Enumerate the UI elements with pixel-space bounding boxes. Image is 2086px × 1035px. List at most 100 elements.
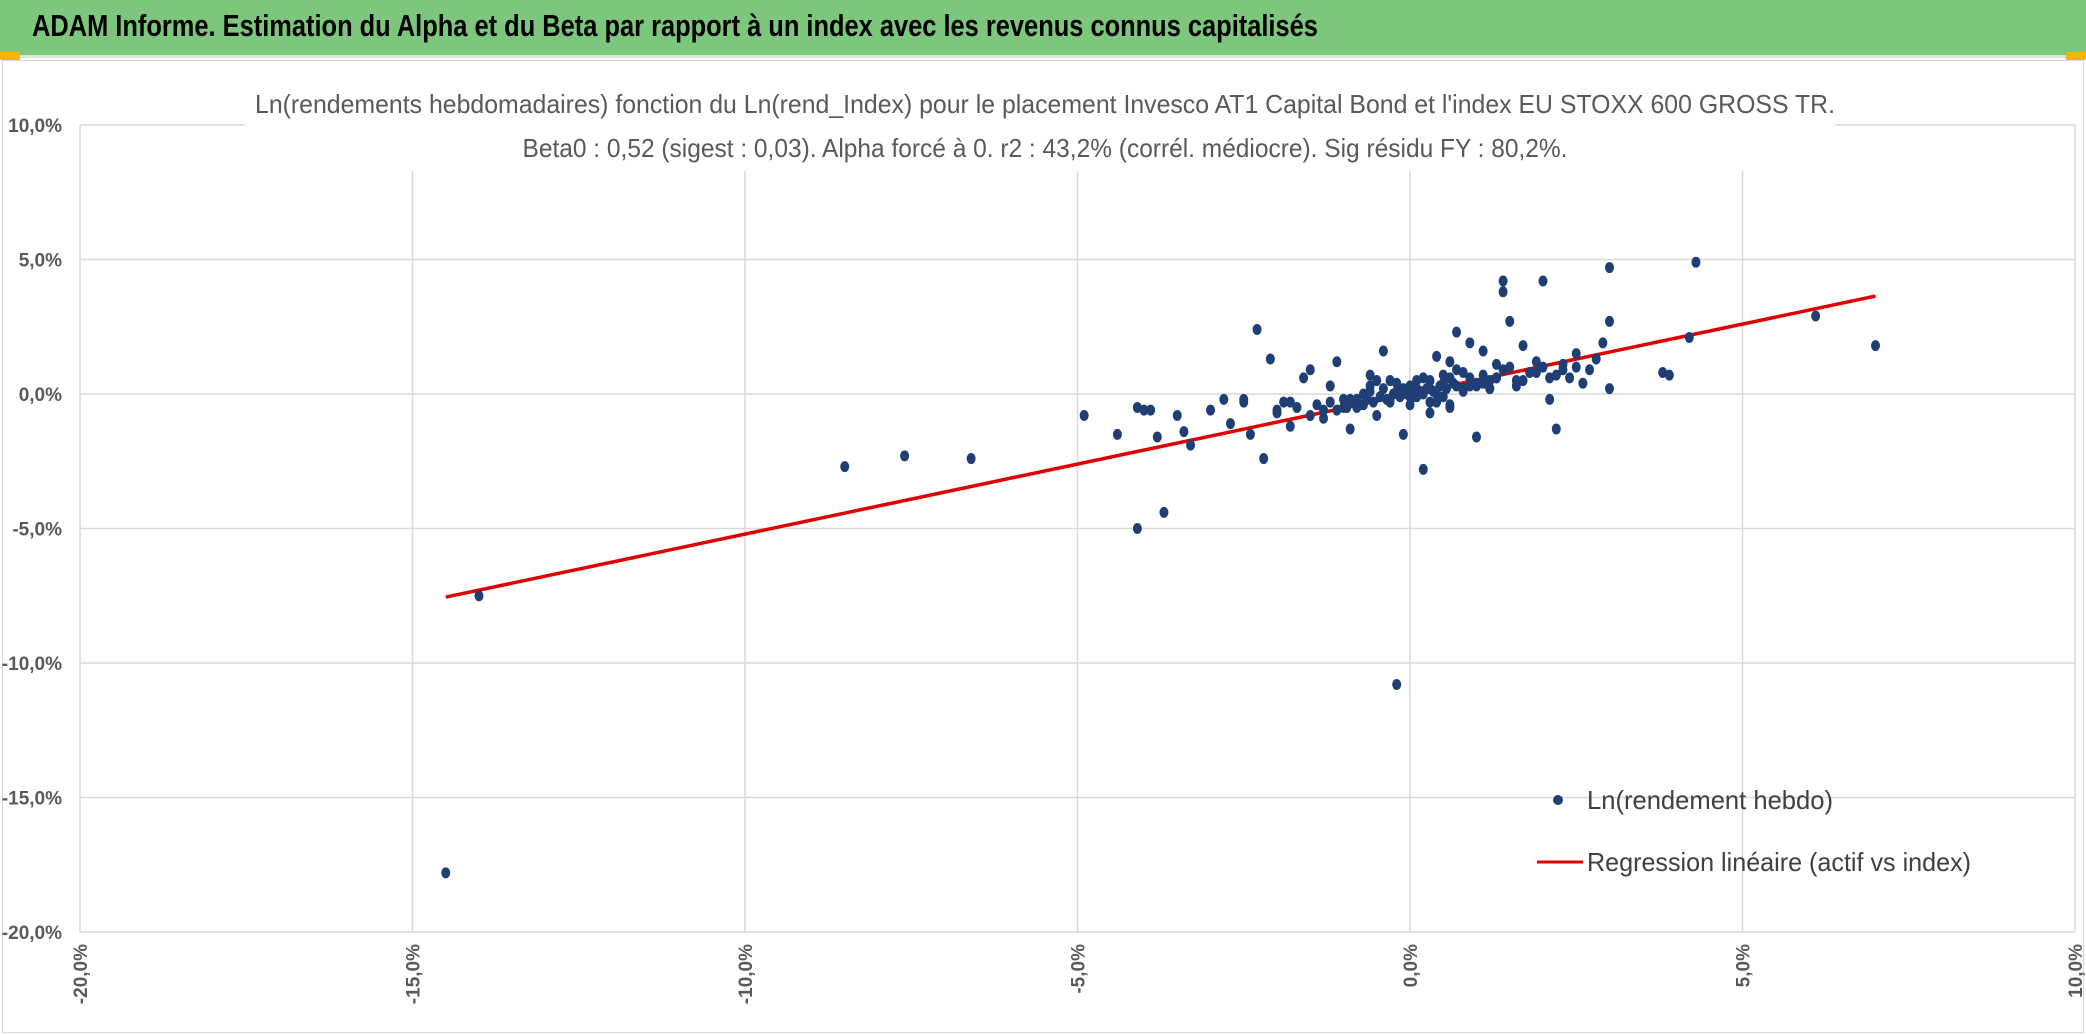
data-point <box>1691 256 1701 268</box>
data-point <box>1285 420 1295 432</box>
data-point <box>1545 393 1555 405</box>
data-point <box>1498 275 1508 287</box>
data-point <box>1392 679 1402 691</box>
data-point <box>1538 361 1548 373</box>
data-point <box>1485 383 1495 395</box>
x-tick-label: -5,0% <box>1069 944 1090 994</box>
data-point <box>1518 375 1528 387</box>
data-point <box>1186 439 1196 451</box>
data-point <box>1452 326 1462 338</box>
data-point <box>1265 353 1275 365</box>
data-point <box>1206 404 1215 416</box>
data-point <box>1445 372 1455 384</box>
data-point <box>1372 375 1382 387</box>
data-point <box>1375 391 1385 403</box>
data-point <box>1438 377 1448 389</box>
data-point <box>1112 428 1122 440</box>
data-point <box>1511 380 1521 392</box>
data-point <box>1565 372 1575 384</box>
data-point <box>1358 399 1368 411</box>
data-point <box>1305 364 1315 376</box>
data-point <box>1279 396 1289 408</box>
data-point <box>1365 369 1375 381</box>
data-point <box>1452 364 1462 376</box>
data-point <box>1558 364 1568 376</box>
data-point <box>1571 348 1581 360</box>
data-point <box>1472 431 1481 443</box>
data-point <box>1478 369 1488 381</box>
data-point <box>1664 369 1674 381</box>
data-point <box>1079 410 1089 422</box>
data-point <box>1505 315 1515 327</box>
data-point <box>1372 410 1382 422</box>
data-point <box>1305 410 1315 422</box>
data-point <box>1432 396 1442 408</box>
y-tick-label: 10,0% <box>8 116 62 137</box>
data-point <box>1285 396 1295 408</box>
grid-layer <box>79 124 2076 933</box>
data-point <box>1319 404 1329 416</box>
data-point <box>1319 412 1329 424</box>
data-point <box>1432 350 1442 362</box>
data-point <box>1465 337 1475 349</box>
data-point <box>1245 428 1255 440</box>
data-point <box>1605 315 1614 327</box>
regression-line <box>445 294 1876 599</box>
y-tick-label: -15,0% <box>2 789 62 810</box>
regression-layer <box>445 294 1876 599</box>
x-tick-label: 5,0% <box>1734 944 1755 987</box>
data-point <box>1325 396 1335 408</box>
x-tick-label: -10,0% <box>736 944 757 1004</box>
data-point <box>1385 375 1395 387</box>
data-point <box>1578 377 1588 389</box>
legend-label-points: Ln(rendement hebdo) <box>1587 785 1833 815</box>
data-point <box>1445 399 1455 411</box>
data-point <box>1332 356 1342 368</box>
data-point <box>1392 385 1402 397</box>
x-tick-label: -20,0% <box>71 944 92 1004</box>
data-point <box>1591 353 1601 365</box>
data-point <box>1545 372 1555 384</box>
data-point <box>1398 428 1408 440</box>
y-tick-label: 0,0% <box>19 385 62 406</box>
chart-subtitle: Beta0 : 0,52 (sigest : 0,03). Alpha forc… <box>523 133 1568 163</box>
point-layer <box>441 256 1880 879</box>
data-point <box>1219 393 1229 405</box>
header-bar: ADAM Informe. Estimation du Alpha et du … <box>0 0 2086 58</box>
header-corner-right <box>2066 52 2086 60</box>
data-point <box>1465 380 1475 392</box>
header-corner-left <box>0 52 20 60</box>
data-point <box>1332 404 1342 416</box>
data-point <box>966 453 976 465</box>
data-point <box>1412 391 1422 403</box>
data-point <box>900 450 910 462</box>
data-point <box>1132 523 1142 534</box>
data-point <box>1485 375 1495 387</box>
data-point <box>1312 399 1322 411</box>
data-point <box>1585 364 1595 376</box>
data-point <box>1465 372 1475 384</box>
x-tick-label: -15,0% <box>404 944 425 1004</box>
data-point <box>1325 380 1335 392</box>
data-point <box>1684 332 1694 344</box>
data-point <box>1598 337 1608 349</box>
x-tick-label: 10,0% <box>2066 944 2086 998</box>
data-point <box>1425 407 1435 419</box>
data-point <box>1179 426 1189 438</box>
data-point <box>1605 262 1614 274</box>
y-tick-label: -5,0% <box>12 520 62 541</box>
data-point <box>1605 383 1614 395</box>
data-point <box>1259 453 1269 465</box>
legend: Ln(rendement hebdo) Regression linéaire … <box>1537 785 1971 877</box>
data-point <box>1498 286 1508 298</box>
data-point <box>1811 310 1821 322</box>
data-point <box>1445 356 1455 368</box>
legend-label-line: Regression linéaire (actif vs index) <box>1587 847 1971 877</box>
data-point <box>1531 356 1541 368</box>
data-point <box>1345 393 1355 405</box>
data-point <box>1418 372 1428 384</box>
data-point <box>1571 361 1581 373</box>
data-point <box>1405 399 1415 411</box>
data-point <box>1871 340 1880 352</box>
